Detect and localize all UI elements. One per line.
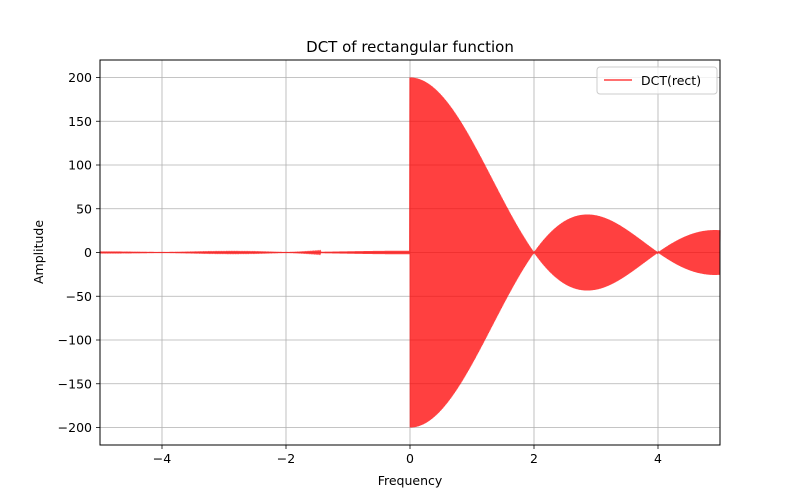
x-tick-label: −4 (153, 451, 171, 466)
y-axis-ticks: −200 −150 −100 −50 0 50 100 150 200 (58, 70, 100, 435)
y-tick-label: −100 (58, 333, 92, 348)
y-tick-label: 200 (68, 70, 92, 85)
x-tick-label: 0 (406, 451, 414, 466)
x-axis-ticks: −4 −2 0 2 4 (153, 445, 662, 466)
series-line-dct-rect (99, 77, 721, 428)
chart-title: DCT of rectangular function (306, 38, 514, 56)
legend-label-dct-rect: DCT(rect) (641, 73, 701, 88)
x-axis-label: Frequency (378, 473, 443, 488)
y-tick-label: −150 (58, 376, 92, 391)
y-axis-label: Amplitude (31, 220, 46, 284)
legend: DCT(rect) (596, 66, 718, 95)
x-tick-label: −2 (277, 451, 295, 466)
series-dct-rect (99, 77, 721, 428)
y-tick-label: −50 (66, 289, 92, 304)
x-tick-label: 2 (530, 451, 538, 466)
y-tick-label: 100 (68, 158, 92, 173)
y-tick-label: 150 (68, 114, 92, 129)
y-tick-label: 0 (84, 245, 92, 260)
y-tick-label: −200 (58, 420, 92, 435)
legend-box (596, 66, 718, 95)
y-tick-label: 50 (76, 201, 92, 216)
x-tick-label: 4 (654, 451, 662, 466)
